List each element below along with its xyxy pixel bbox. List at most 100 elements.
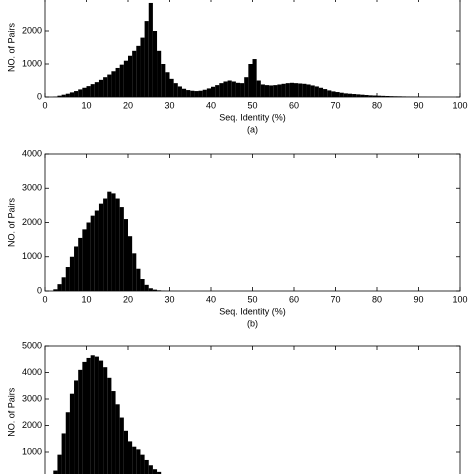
bar [194,91,199,97]
x-tick-label: 80 [372,294,382,304]
bar [57,95,62,97]
bar [177,86,182,97]
bar [331,91,336,97]
bar [103,367,108,474]
y-tick-label: 4000 [22,367,42,377]
y-tick-label: 1000 [22,251,42,261]
bar [78,369,83,474]
x-tick-label: 60 [289,100,299,110]
bar [69,393,75,474]
y-tick-label: 2000 [22,217,42,227]
x-tick-label: 0 [42,100,47,110]
bar [107,74,112,97]
bar [90,215,95,291]
bar [343,93,348,97]
bar [252,59,257,97]
bar [327,90,332,97]
x-axis-label: Seq. Identity (%) [219,306,286,316]
y-tick-label: 1000 [22,446,42,456]
bar [219,83,224,97]
bar [65,267,70,291]
bar [90,355,95,474]
bar [381,95,386,97]
bar [244,77,249,97]
x-tick-label: 90 [413,294,423,304]
bar [111,391,116,474]
bar [186,90,191,97]
bar [94,356,99,474]
bar [111,193,116,291]
bar [157,471,162,474]
bar [74,246,79,291]
bar [123,219,128,291]
bar [173,83,178,97]
y-tick-label: 2000 [22,25,42,35]
bar [69,256,75,291]
x-axis-label: Seq. Identity (%) [219,112,286,122]
bar [86,86,91,97]
bar [61,433,66,474]
bar [98,360,104,474]
bar [132,446,137,474]
bar [57,454,62,474]
bar [61,277,66,291]
bar [165,72,170,97]
y-axis-label: NO. of Pairs [6,387,16,437]
bar [136,268,141,291]
bar [277,84,282,97]
bar [273,85,278,97]
bar [248,64,253,97]
bar [144,21,149,98]
bar [53,470,58,474]
x-tick-label: 10 [81,294,91,304]
bar [82,87,87,97]
bar [339,92,344,97]
x-tick-label: 20 [123,294,133,304]
bar [140,454,145,474]
x-tick-label: 20 [123,100,133,110]
bar [260,84,265,97]
y-tick-label: 0 [37,285,42,295]
bar [231,81,236,97]
bar [302,83,307,97]
bar [314,86,319,97]
x-tick-label: 30 [164,294,174,304]
bar [368,95,373,97]
bar [364,95,369,97]
bar [377,95,382,97]
bar [372,95,377,97]
y-tick-label: 2000 [22,420,42,430]
bar [74,380,79,474]
caption: (a) [247,124,258,134]
bar [78,89,83,97]
bar [119,207,124,291]
bar [98,203,104,291]
bar [356,94,361,97]
x-tick-label: 70 [330,100,340,110]
bar [132,50,137,97]
bar [107,377,112,474]
bar [115,67,120,97]
bar [227,80,232,97]
bar [294,83,299,97]
bar [281,83,286,97]
bar [103,198,108,291]
bar [107,191,112,291]
bar [65,93,70,97]
bar [256,80,261,97]
bar [169,78,174,97]
bar [190,90,195,97]
bar [240,83,245,97]
bar [360,94,365,97]
bar [69,92,75,97]
bar [152,469,158,474]
y-axis-label: NO. of Pairs [6,197,16,247]
bar [181,88,187,97]
bar [289,82,294,97]
bar [115,404,120,474]
bar [128,55,133,97]
y-tick-label: 3000 [22,393,42,403]
bar [306,84,311,97]
y-tick-label: 3000 [22,183,42,193]
bar [140,279,145,291]
